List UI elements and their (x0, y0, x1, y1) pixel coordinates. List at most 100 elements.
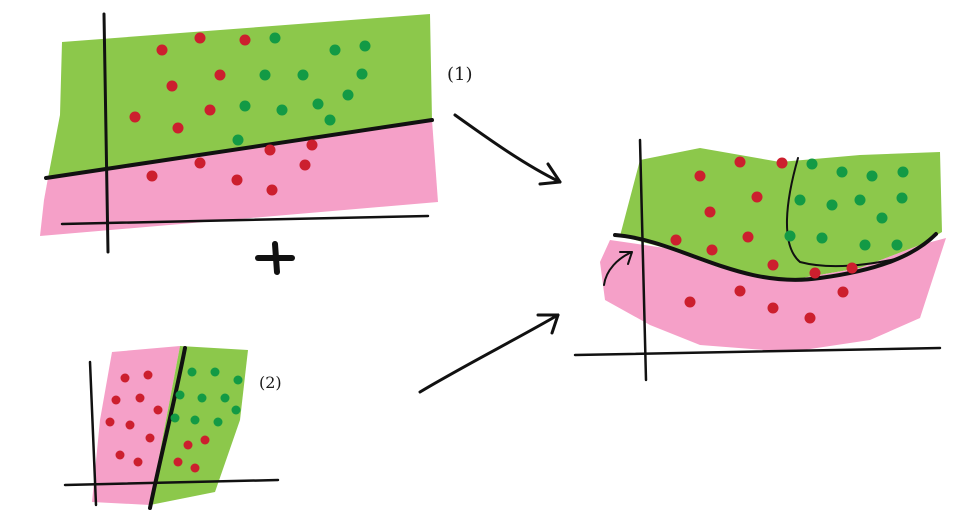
green-point (210, 367, 220, 377)
red-point (239, 34, 251, 46)
red-point (129, 111, 141, 123)
green-point (342, 89, 354, 101)
panel-2-x-axis (63, 478, 280, 487)
green-point (213, 417, 223, 427)
panel-2-decision-boundary (148, 346, 187, 510)
panel-2-label: (2) (259, 373, 282, 392)
green-point (175, 390, 185, 400)
red-point (143, 370, 153, 380)
red-point (837, 286, 849, 298)
panel-1-label: (1) (447, 64, 473, 85)
green-point (866, 170, 878, 182)
combined-x-axis (573, 346, 942, 357)
green-point (297, 69, 309, 81)
red-point (767, 302, 779, 314)
combined-y-axis (638, 138, 648, 382)
red-point (767, 259, 779, 271)
panel-1: (1) (40, 12, 473, 254)
red-point (125, 420, 135, 430)
red-point (299, 159, 311, 171)
green-point (896, 192, 908, 204)
red-point (190, 463, 200, 473)
red-point (120, 373, 130, 383)
panel-2-points (105, 367, 243, 473)
green-point (816, 232, 828, 244)
panel-2-pink-region (92, 346, 180, 505)
red-point (145, 433, 155, 443)
red-point (204, 104, 216, 116)
plus-sign (255, 241, 295, 275)
green-point (826, 199, 838, 211)
red-point (115, 450, 125, 460)
green-point (232, 134, 244, 146)
green-point (269, 32, 281, 44)
red-point (809, 267, 821, 279)
green-point (197, 393, 207, 403)
panel-2: (2) (63, 346, 282, 510)
red-point (751, 191, 763, 203)
red-point (804, 312, 816, 324)
red-point (306, 139, 318, 151)
green-point (806, 158, 818, 170)
green-point (324, 114, 336, 126)
green-point (859, 239, 871, 251)
green-point (170, 413, 180, 423)
combined-decision-boundary (613, 232, 938, 282)
green-point (794, 194, 806, 206)
green-point (276, 104, 288, 116)
boundary-pointer-arrow (603, 251, 633, 286)
red-point (214, 69, 226, 81)
green-point (356, 68, 368, 80)
red-point (105, 417, 115, 427)
green-point (312, 98, 324, 110)
panel-1-decision-boundary (44, 118, 434, 180)
red-point (706, 244, 718, 256)
red-point (684, 296, 696, 308)
green-point (854, 194, 866, 206)
red-point (264, 144, 276, 156)
red-point (266, 184, 278, 196)
red-point (670, 234, 682, 246)
panel-2-y-axis (88, 360, 98, 507)
green-point (187, 367, 197, 377)
red-point (846, 262, 858, 274)
combined-secondary-boundary (785, 157, 901, 268)
panel-1-points (129, 32, 371, 196)
red-point (172, 122, 184, 134)
panel-combined (573, 138, 946, 382)
green-point (329, 44, 341, 56)
combined-pink-region (600, 238, 946, 352)
green-point (891, 239, 903, 251)
green-point (220, 393, 230, 403)
red-point (146, 170, 158, 182)
red-point (734, 285, 746, 297)
red-point (156, 44, 168, 56)
red-point (231, 174, 243, 186)
green-point (359, 40, 371, 52)
red-point (135, 393, 145, 403)
red-point (166, 80, 178, 92)
green-point (259, 69, 271, 81)
green-point (876, 212, 888, 224)
red-point (153, 405, 163, 415)
combined-points (670, 156, 909, 324)
green-point (231, 405, 241, 415)
red-point (173, 457, 183, 467)
red-point (734, 156, 746, 168)
green-point (784, 230, 796, 242)
red-point (194, 32, 206, 44)
red-point (183, 440, 193, 450)
arrow-from-panel-1 (453, 113, 562, 186)
green-point (239, 100, 251, 112)
panel-2-green-region (150, 346, 248, 505)
green-point (190, 415, 200, 425)
red-point (194, 157, 206, 169)
red-point (111, 395, 121, 405)
arrow-from-panel-2 (418, 313, 560, 394)
red-point (694, 170, 706, 182)
green-point (233, 375, 243, 385)
red-point (742, 231, 754, 243)
red-point (776, 157, 788, 169)
